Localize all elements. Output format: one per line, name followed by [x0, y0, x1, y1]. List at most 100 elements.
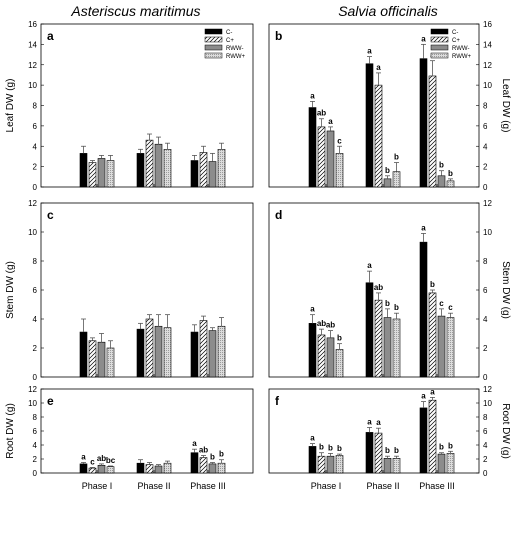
- significance-label: ab: [199, 446, 208, 455]
- y-tick-label: 8: [483, 257, 488, 266]
- significance-label: bc: [106, 456, 116, 465]
- significance-label: b: [448, 169, 453, 178]
- legend-label: RWW-: [452, 46, 469, 52]
- bar-phase-iii-rww: [208, 161, 217, 188]
- y-tick-label: 4: [483, 441, 488, 450]
- significance-label: a: [376, 418, 381, 427]
- y-tick-label: 12: [28, 61, 37, 70]
- bar-phase-iii-rww: [446, 180, 455, 188]
- bar-phase-iii-c: [419, 58, 428, 188]
- bar-phase-i-rww: [335, 153, 344, 188]
- bar-phase-iii-c: [199, 457, 208, 474]
- legend-swatch: [430, 44, 449, 51]
- y-tick-label: 10: [28, 81, 37, 90]
- y-tick-label: 6: [33, 286, 38, 295]
- bar-phase-ii-rww: [163, 327, 172, 378]
- legend-swatch: [430, 36, 449, 43]
- bar-phase-ii-rww: [392, 171, 401, 188]
- bar-phase-i-rww: [326, 337, 335, 378]
- bar-phase-i-rww: [106, 160, 115, 188]
- bar-phase-ii-c: [374, 432, 383, 474]
- panel-letter: a: [47, 29, 54, 43]
- bar-phase-iii-c: [190, 452, 199, 474]
- y-tick-label: 8: [33, 102, 38, 111]
- bar-phase-ii-c: [365, 63, 374, 188]
- panel-letter: e: [47, 394, 54, 408]
- panel-a: a 0 2 4 6 8 10 12 14 16 Leaf DW (g) C- C+ RWW- RWW+: [5, 20, 254, 192]
- significance-label: c: [90, 457, 95, 466]
- bar-phase-iii-rww: [208, 463, 217, 474]
- significance-label: a: [367, 47, 372, 56]
- y-tick-label: 10: [483, 81, 492, 90]
- y-axis-label: Leaf DW (g): [500, 79, 511, 133]
- bar-phase-iii-c: [428, 399, 437, 474]
- y-tick-label: 6: [483, 427, 488, 436]
- bar-phase-i-c: [88, 162, 97, 188]
- bar-phase-ii-c: [145, 464, 154, 474]
- y-tick-label: 8: [33, 257, 38, 266]
- y-tick-label: 6: [483, 122, 488, 131]
- y-tick-label: 16: [28, 20, 37, 29]
- bar-phase-iii-c: [419, 241, 428, 378]
- y-tick-label: 2: [33, 455, 38, 464]
- bar-phase-ii-rww: [392, 318, 401, 378]
- bar-phase-ii-rww: [154, 143, 163, 188]
- bar-phase-ii-c: [374, 84, 383, 188]
- left-column-title: Asteriscus maritimus: [70, 3, 200, 19]
- y-axis-label: Root DW (g): [500, 403, 511, 459]
- bar-phase-ii-c: [365, 432, 374, 474]
- legend-label: C+: [226, 38, 234, 44]
- y-tick-label: 8: [483, 413, 488, 422]
- y-tick-label: 12: [483, 385, 492, 394]
- significance-label: b: [337, 444, 342, 453]
- bar-phase-iii-c: [190, 331, 199, 378]
- significance-label: b: [439, 161, 444, 170]
- y-tick-label: 16: [483, 20, 492, 29]
- legend-swatch: [430, 28, 449, 35]
- significance-label: b: [394, 446, 399, 455]
- panel-f: f 0 2 4 6 8 10 12 Root DW (g) Phase I Phase II Phas…: [268, 385, 511, 491]
- bar-phase-ii-c: [374, 299, 383, 378]
- significance-label: ab: [326, 321, 335, 330]
- legend-label: RWW+: [452, 54, 472, 60]
- bar-phase-i-c: [308, 323, 317, 378]
- legend-swatch: [204, 36, 223, 43]
- bar-phase-i-rww: [97, 464, 106, 474]
- legend-label: C-: [226, 30, 232, 36]
- panel-letter: b: [275, 29, 282, 43]
- y-tick-label: 4: [33, 142, 38, 151]
- significance-label: b: [328, 443, 333, 452]
- y-tick-label: 0: [33, 469, 38, 478]
- y-tick-label: 0: [483, 373, 488, 382]
- bar-phase-i-c: [317, 126, 326, 188]
- y-axis-label: Stem DW (g): [5, 261, 16, 319]
- bar-phase-i-c: [88, 340, 97, 378]
- significance-label: a: [430, 387, 435, 396]
- y-tick-label: 0: [483, 469, 488, 478]
- panel-letter: f: [275, 394, 280, 408]
- bar-phase-i-c: [308, 107, 317, 188]
- y-tick-label: 2: [33, 163, 38, 172]
- bar-phase-i-rww: [335, 455, 344, 474]
- significance-label: ab: [374, 283, 383, 292]
- x-tick-label: Phase III: [419, 481, 455, 491]
- bar-phase-i-rww: [106, 347, 115, 378]
- significance-label: c: [439, 299, 444, 308]
- significance-label: b: [385, 166, 390, 175]
- bar-phase-ii-rww: [383, 457, 392, 474]
- bar-phase-iii-rww: [437, 175, 446, 188]
- panel-e: e 0 2 4 6 8 10 12 Root DW (g) Phase I Phase II Phas…: [5, 385, 254, 491]
- y-tick-label: 4: [33, 441, 38, 450]
- bar-phase-ii-c: [136, 153, 145, 188]
- bar-phase-ii-c: [145, 318, 154, 378]
- significance-label: a: [421, 223, 426, 232]
- bar-phase-i-c: [317, 334, 326, 378]
- right-column-title: Salvia officinalis: [338, 3, 438, 19]
- bar-phase-ii-c: [365, 282, 374, 378]
- significance-label: a: [81, 453, 86, 462]
- significance-label: b: [219, 450, 224, 459]
- bar-phase-ii-rww: [163, 462, 172, 474]
- bar-phase-i-c: [79, 463, 88, 474]
